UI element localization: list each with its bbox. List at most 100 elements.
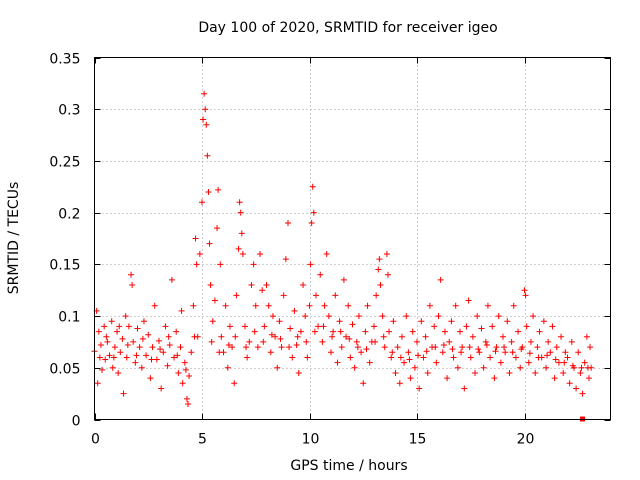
data-point [179,380,186,387]
data-point [457,328,463,335]
data-point [242,323,248,330]
data-point [489,323,496,330]
data-point [441,328,448,335]
data-point [536,328,543,335]
data-point [302,313,309,320]
data-point [306,302,313,309]
data-point [474,313,481,320]
data-point [394,344,401,351]
data-point [108,318,115,325]
data-point [380,333,387,340]
chart-title: Day 100 of 2020, SRMTID for receiver ige… [198,20,497,36]
data-point [214,225,221,232]
data-point [95,328,102,335]
data-point [201,90,208,97]
data-point [553,344,560,351]
data-point [377,282,384,289]
data-point [207,282,214,289]
data-point [274,364,281,371]
x-tick-label: 10 [302,432,320,448]
data-point [523,323,530,330]
y-tick-label: 0.3 [58,103,80,119]
x-tick-label: 0 [91,432,100,448]
data-point [196,251,203,258]
data-point [122,313,129,320]
data-point [389,349,396,356]
data-point [452,302,459,309]
data-point [268,331,275,338]
data-point [364,302,371,309]
data-point [432,344,439,351]
data-point [372,338,379,345]
data-point [435,313,442,320]
data-point [566,380,573,387]
data-point [285,219,291,226]
data-point [446,338,453,345]
data-point [440,342,447,349]
data-point [97,342,104,349]
data-point [199,199,205,206]
data-point [397,354,404,361]
data-point [575,349,582,356]
data-point [500,333,506,340]
data-point [467,354,474,361]
data-point [236,199,243,206]
data-point [338,344,345,351]
data-point [277,335,284,342]
data-point [216,349,223,356]
data-point [330,328,337,335]
data-point [117,349,124,356]
data-point [311,328,318,335]
data-point [401,359,408,366]
data-point [381,344,388,351]
data-point [475,346,482,353]
x-axis-label: GPS time / hours [290,458,407,474]
data-point [116,323,123,330]
data-point [261,323,268,330]
data-point [439,349,446,356]
data-point [568,338,575,345]
data-point [166,342,173,349]
data-point [466,344,473,351]
plot-frame [94,57,611,420]
data-point [349,321,356,328]
data-point [392,369,399,376]
data-point [106,352,113,359]
data-point [530,313,537,320]
data-point [171,354,178,361]
data-point [433,359,440,366]
data-point [422,333,429,340]
data-point [405,349,412,356]
data-point [128,271,135,278]
data-point [99,366,106,373]
data-point [94,380,101,387]
data-point [522,292,529,299]
data-point [549,323,556,330]
data-point [484,302,491,309]
data-point [483,342,490,349]
data-point [396,380,403,387]
data-point [147,375,154,382]
data-point [235,245,242,252]
data-point [407,375,414,382]
data-point [140,318,147,325]
data-point [336,318,343,325]
data-point [164,362,171,369]
data-point [411,364,418,371]
data-point [384,271,391,278]
data-point [304,354,311,361]
data-point [200,116,207,123]
data-point [259,287,266,294]
data-point [517,364,524,371]
data-point [218,333,225,340]
data-point [263,282,270,289]
data-point [188,349,195,356]
data-point [495,313,502,320]
data-point [376,256,383,263]
data-point [355,313,362,320]
data-point [459,344,466,351]
data-point [487,354,494,361]
data-point [366,359,373,366]
data-point [232,333,239,340]
data-point [562,349,569,356]
